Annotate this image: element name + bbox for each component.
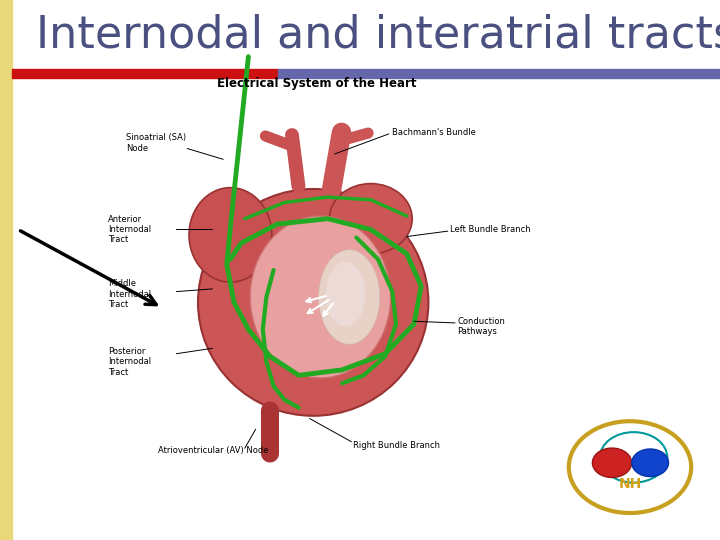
- Text: Right Bundle Branch: Right Bundle Branch: [353, 441, 440, 450]
- Ellipse shape: [325, 262, 365, 327]
- FancyArrowPatch shape: [266, 136, 289, 145]
- Ellipse shape: [198, 189, 428, 416]
- Ellipse shape: [330, 184, 412, 254]
- Ellipse shape: [189, 187, 272, 282]
- Text: Sinoatrial (SA)
Node: Sinoatrial (SA) Node: [126, 133, 186, 153]
- Circle shape: [632, 449, 668, 476]
- Ellipse shape: [318, 249, 380, 345]
- Bar: [101, 92, 605, 470]
- Text: Posterior
Internodal
Tract: Posterior Internodal Tract: [108, 347, 151, 377]
- Text: Anterior
Internodal
Tract: Anterior Internodal Tract: [108, 214, 151, 245]
- FancyArrowPatch shape: [292, 135, 299, 186]
- Circle shape: [593, 448, 631, 477]
- Bar: [278, 69, 720, 78]
- Text: Atrioventricular (AV) Node: Atrioventricular (AV) Node: [158, 447, 269, 455]
- Bar: [12, 69, 278, 78]
- Bar: [0, 0, 12, 540]
- Text: Left Bundle Branch: Left Bundle Branch: [450, 225, 531, 234]
- FancyArrowPatch shape: [332, 132, 341, 189]
- Text: Conduction
Pathways: Conduction Pathways: [457, 317, 505, 336]
- Text: Bachmann's Bundle: Bachmann's Bundle: [392, 128, 476, 137]
- Circle shape: [569, 421, 691, 513]
- FancyArrowPatch shape: [345, 133, 368, 140]
- Text: Electrical System of the Heart: Electrical System of the Heart: [217, 77, 417, 90]
- Text: Internodal and interatrial tracts: Internodal and interatrial tracts: [36, 14, 720, 57]
- Text: NH: NH: [618, 477, 642, 491]
- Text: Middle
Internodal
Tract: Middle Internodal Tract: [108, 279, 151, 309]
- Ellipse shape: [251, 216, 390, 378]
